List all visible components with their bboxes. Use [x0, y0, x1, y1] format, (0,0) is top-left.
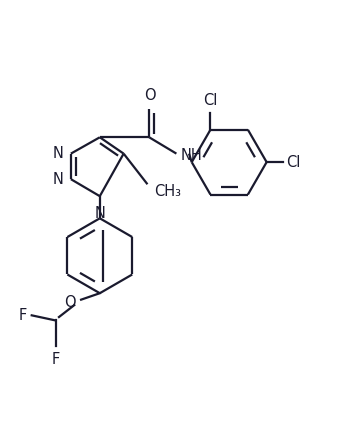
- Text: F: F: [52, 352, 60, 367]
- Text: O: O: [64, 295, 76, 310]
- Text: N: N: [94, 206, 105, 221]
- Text: N: N: [53, 172, 63, 187]
- Text: O: O: [144, 88, 156, 102]
- Text: Cl: Cl: [286, 155, 300, 170]
- Text: N: N: [53, 146, 63, 161]
- Text: F: F: [19, 308, 27, 323]
- Text: NH: NH: [181, 148, 202, 163]
- Text: CH₃: CH₃: [154, 184, 181, 199]
- Text: Cl: Cl: [203, 93, 218, 108]
